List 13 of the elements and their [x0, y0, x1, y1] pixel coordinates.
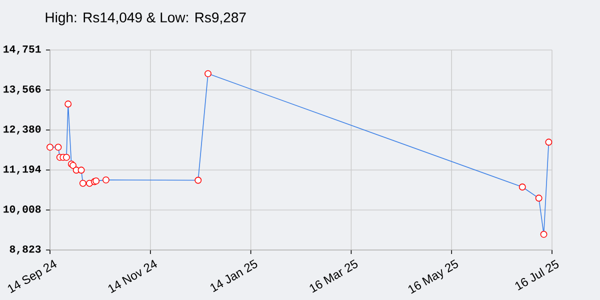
y-tick-label: 8,823	[10, 245, 41, 255]
y-tick-label: 14,751	[4, 46, 41, 54]
x-tick-label: 14 Jan 25	[210, 260, 258, 292]
y-tick-label: 12,380	[4, 125, 41, 134]
x-tick-label: 16 Jul 25	[515, 260, 559, 290]
x-tick-label: 16 May 25	[408, 260, 458, 294]
x-tick-label: 14 Nov 24	[108, 260, 157, 294]
x-tick-label: 16 Mar 25	[310, 260, 358, 293]
y-tick-label: 11,194	[4, 166, 41, 175]
chart-title: High: Rs14,049 & Low: Rs9,287	[46, 12, 246, 26]
x-tick-label: 14 Sep 24	[8, 260, 57, 294]
y-tick-label: 10,008	[4, 206, 41, 215]
y-tick-label: 13,566	[4, 85, 41, 94]
